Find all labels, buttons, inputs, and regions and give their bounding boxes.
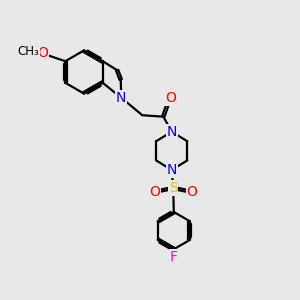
Text: O: O xyxy=(186,185,197,200)
Text: CH₃: CH₃ xyxy=(17,44,39,58)
Text: F: F xyxy=(170,250,178,264)
Text: O: O xyxy=(165,91,176,105)
Text: O: O xyxy=(149,185,160,200)
Text: S: S xyxy=(169,181,178,195)
Text: N: N xyxy=(116,91,127,105)
Text: N: N xyxy=(167,163,177,177)
Text: N: N xyxy=(167,125,177,139)
Text: O: O xyxy=(38,46,48,60)
